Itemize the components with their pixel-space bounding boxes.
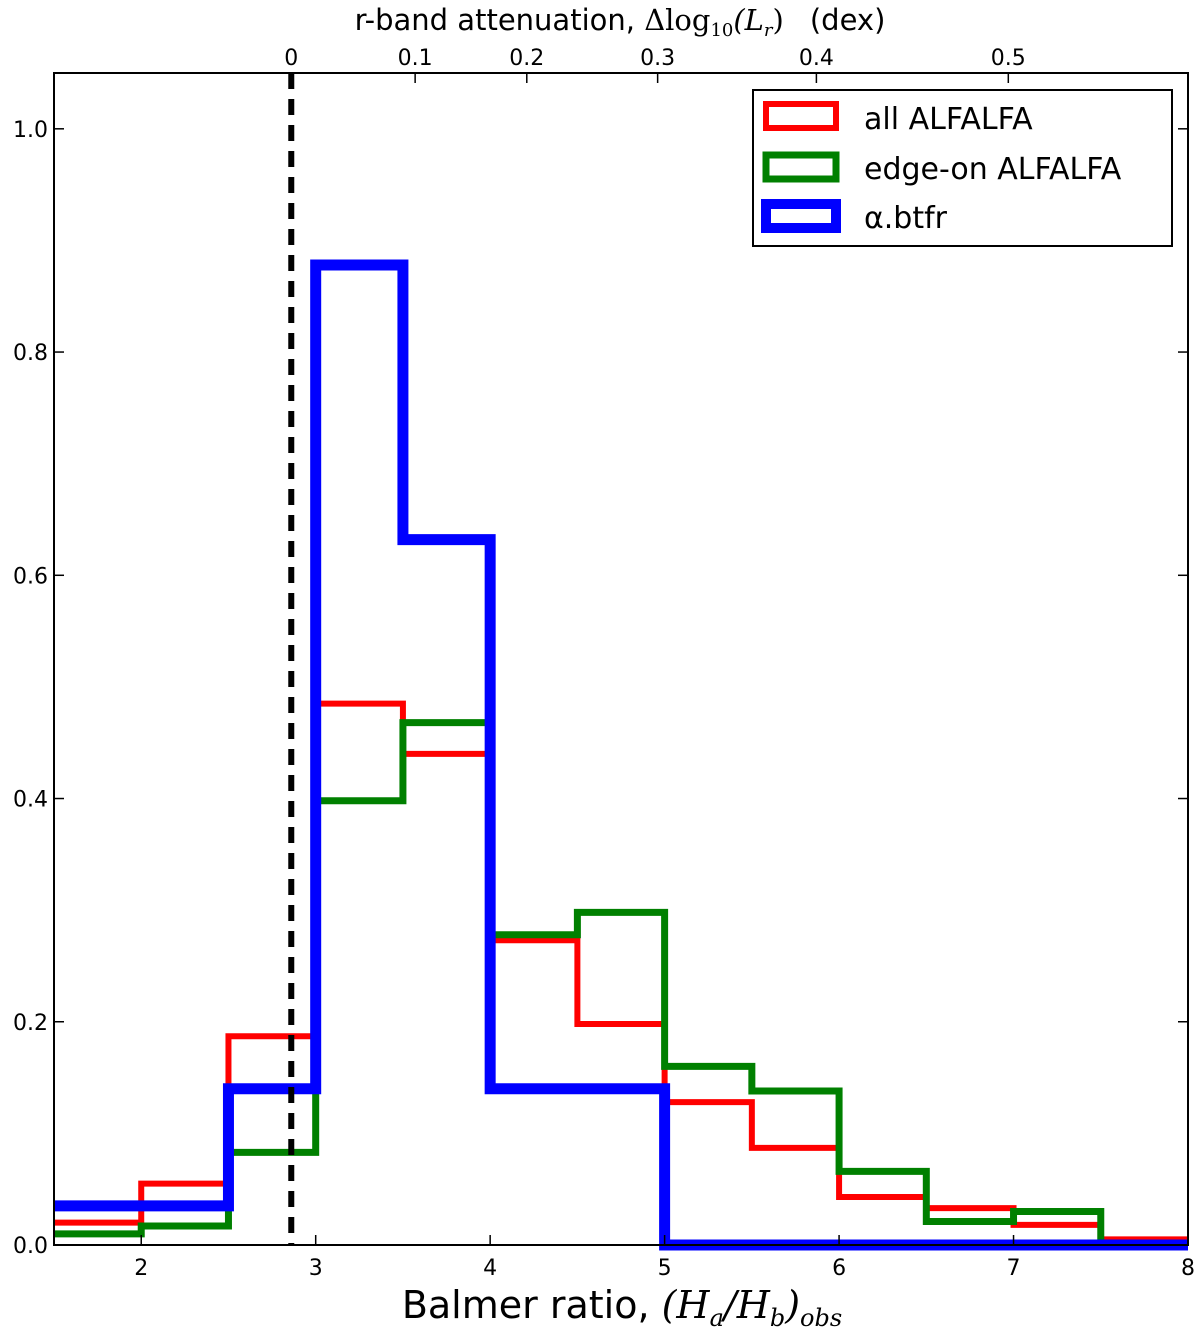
legend-box <box>752 89 1173 247</box>
series-layer <box>54 259 1188 1251</box>
x-tick-label: 4 <box>483 1256 497 1281</box>
series-all-alfalfa <box>54 700 1188 1243</box>
legend-swatch-edge-on-alfalfa <box>762 151 840 183</box>
x-tick-label: 2 <box>134 1256 148 1281</box>
y-tick-label: 0.6 <box>13 564 48 589</box>
x-tick-label: 6 <box>832 1256 846 1281</box>
top-axis-label: r-band attenuation, Δlog10(Lr) (dex) <box>355 3 886 41</box>
top-tick-label: 0.2 <box>509 46 544 71</box>
top-tick-label: 0.1 <box>398 46 433 71</box>
x-tick-label: 8 <box>1181 1256 1195 1281</box>
legend-swatch-all-alfalfa <box>763 101 839 131</box>
top-tick-label: 0 <box>284 46 298 71</box>
x-tick-label: 5 <box>658 1256 672 1281</box>
legend-label-alpha-btfr: α.btfr <box>864 201 948 236</box>
legend: all ALFALFA edge-on ALFALFA α.btfr <box>752 89 1173 247</box>
top-tick-label: 0.4 <box>799 46 834 71</box>
x-tick-label: 3 <box>309 1256 323 1281</box>
top-tick-label: 0.5 <box>991 46 1026 71</box>
plot-frame <box>53 72 1189 1246</box>
legend-label-edge-on-alfalfa: edge-on ALFALFA <box>864 152 1122 187</box>
legend-swatch-alpha-btfr <box>761 199 841 233</box>
y-tick-label: 0.8 <box>13 341 48 366</box>
series-edge-on-alfalfa <box>54 719 1188 1249</box>
legend-label-all-alfalfa: all ALFALFA <box>864 102 1033 137</box>
y-tick-label: 0.0 <box>13 1234 48 1259</box>
top-tick-label: 0.3 <box>640 46 675 71</box>
y-tick-label: 1.0 <box>13 118 48 143</box>
y-tick-label: 0.4 <box>13 788 48 813</box>
series-alpha-btfr <box>54 259 1188 1251</box>
ticks-layer: 2 3 4 5 6 7 8 0.0 0.2 0.4 0.6 0.8 1.0 0 0.1 0.2 0.3 0.4 0.… <box>13 46 1195 1281</box>
x-tick-label: 7 <box>1007 1256 1021 1281</box>
y-tick-label: 0.2 <box>13 1011 48 1036</box>
x-axis-label: Balmer ratio, (Ha/Hb)obs <box>402 1283 842 1331</box>
